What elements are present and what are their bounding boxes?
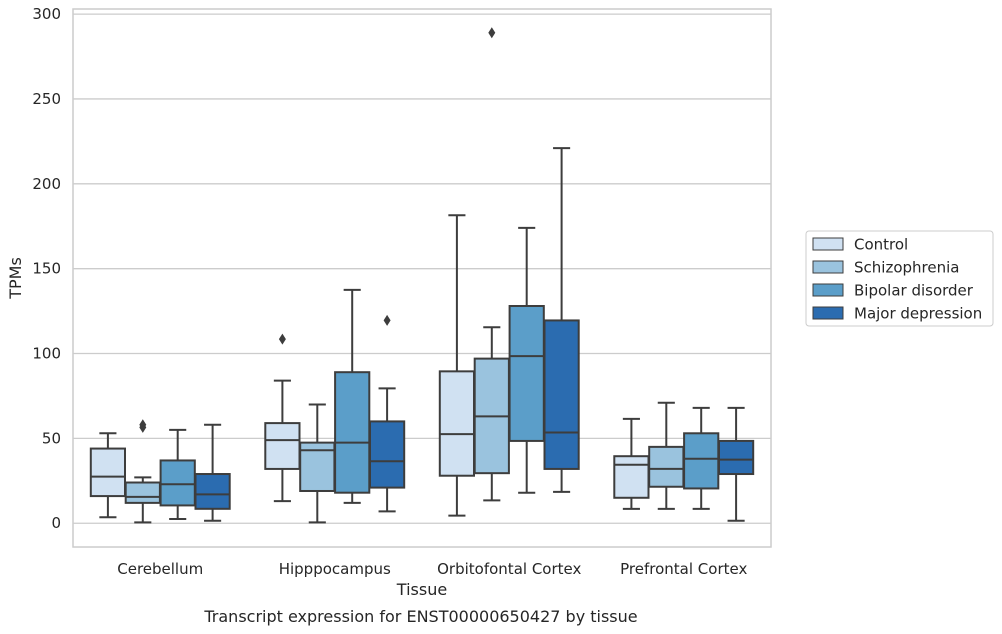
outlier-point xyxy=(488,27,496,39)
legend-swatch xyxy=(812,237,844,251)
x-tick-label: Hipppocampus xyxy=(279,560,391,578)
box-schizophrenia xyxy=(124,419,161,524)
legend-entry: Major depression xyxy=(854,305,982,323)
legend-frame xyxy=(805,230,994,327)
outlier-point xyxy=(383,314,391,326)
box-iqr xyxy=(613,455,650,499)
y-tick-label: 50 xyxy=(42,429,61,447)
legend-entry: Bipolar disorder xyxy=(854,282,974,300)
legend-swatch xyxy=(812,283,844,297)
box-control xyxy=(264,333,301,503)
box-iqr xyxy=(334,371,371,494)
figure-caption: Transcript expression for ENST0000065042… xyxy=(203,607,637,626)
box-iqr xyxy=(89,447,127,498)
box-iqr xyxy=(438,370,476,477)
box-groups xyxy=(89,27,755,524)
legend: Control Schizophrenia Bipolar disorder Majo… xyxy=(805,230,994,327)
plot-area-frame xyxy=(72,8,772,548)
box-major-depression xyxy=(368,314,406,513)
box-bipolar-disorder xyxy=(683,406,720,510)
y-tick-label: 0 xyxy=(51,514,61,532)
box-iqr xyxy=(717,439,755,476)
box-major-depression xyxy=(717,406,755,522)
legend-entry: Schizophrenia xyxy=(854,259,959,277)
box-iqr xyxy=(368,420,406,489)
box-control xyxy=(613,417,650,510)
x-tick-label: Cerebellum xyxy=(117,560,203,578)
legend-entry: Control xyxy=(854,236,908,254)
box-control xyxy=(89,432,127,519)
box-schizophrenia xyxy=(648,401,685,510)
grid-lines xyxy=(73,13,771,524)
x-tick-label: Prefrontal Cortex xyxy=(620,560,747,578)
y-tick-label: 200 xyxy=(32,175,61,193)
x-axis-label: Tissue xyxy=(396,580,447,599)
outlier-point xyxy=(278,333,286,345)
box-iqr xyxy=(508,305,545,442)
x-tick-label: Orbitofontal Cortex xyxy=(437,560,581,578)
y-tick-labels: 0 50 100 150 200 250 300 xyxy=(32,5,61,532)
box-schizophrenia xyxy=(473,27,510,502)
box-bipolar-disorder xyxy=(508,226,545,494)
box-bipolar-disorder xyxy=(159,428,196,520)
box-major-depression xyxy=(543,147,580,493)
box-iqr xyxy=(194,473,231,510)
box-iqr xyxy=(124,481,161,504)
x-tick-labels: Cerebellum Hipppocampus Orbitofontal Corte… xyxy=(117,560,747,578)
y-tick-label: 250 xyxy=(32,90,61,108)
box-major-depression xyxy=(194,423,231,522)
box-iqr xyxy=(683,432,720,490)
legend-swatch xyxy=(812,260,844,274)
box-iqr xyxy=(543,319,580,470)
legend-swatch xyxy=(812,306,844,320)
y-axis-label: TPMs xyxy=(6,257,25,300)
box-iqr xyxy=(264,422,301,470)
box-schizophrenia xyxy=(299,403,336,524)
y-tick-label: 300 xyxy=(32,5,61,23)
outlier-point xyxy=(139,419,147,431)
y-tick-label: 100 xyxy=(32,345,61,363)
box-control xyxy=(438,214,476,517)
y-tick-label: 150 xyxy=(32,260,61,278)
box-iqr xyxy=(648,445,685,488)
box-iqr xyxy=(159,459,196,507)
